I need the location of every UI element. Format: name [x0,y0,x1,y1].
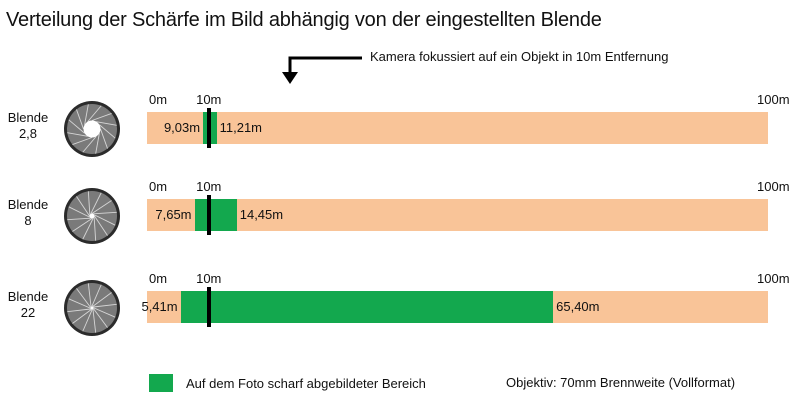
f-number: 2,8 [18,126,38,141]
axis-start-label: 0m [149,179,168,194]
sharp-range-bar [194,199,237,231]
far-limit-label: 11,21m [219,120,263,135]
blende-word: Blende [7,289,49,304]
f-number: 8 [24,213,32,228]
f-number: 22 [20,305,36,320]
aperture-icon [64,280,120,336]
near-limit-label: 7,65m [155,207,192,222]
focus-line [207,287,212,327]
distance-track: 9,03m 11,21m [147,108,768,148]
axis-focus-label: 10m [196,92,222,107]
focus-line [207,108,212,148]
aperture-icon [64,101,120,157]
legend-swatch [149,374,173,392]
blende-label: Blende 22 [0,289,56,321]
near-limit-label: 9,03m [163,120,201,135]
blende-label: Blende 2,8 [0,110,56,142]
distance-track: 5,41m 65,40m [141,287,768,327]
focus-arrow-icon [282,56,362,84]
axis-start-label: 0m [149,92,168,107]
axis-end-label: 100m [757,92,790,107]
aperture-row: Blende 8 0m 10m 100m 7,65m 14,45m [0,178,800,268]
blende-word: Blende [7,197,49,212]
near-limit-label: 5,41m [141,299,178,314]
legend-label: Auf dem Foto scharf abgebildeter Bereich [186,376,426,391]
blende-word: Blende [7,110,49,125]
sharp-range-bar [180,291,554,323]
aperture-row: Blende 22 0m 10m 100m 5,41m 65,40m [0,270,800,360]
page-title: Verteilung der Schärfe im Bild abhängig … [6,9,602,31]
axis-end-label: 100m [757,271,790,286]
focus-line [207,195,212,235]
aperture-icon [64,188,120,244]
lens-note: Objektiv: 70mm Brennweite (Vollformat) [506,375,736,390]
aperture-row: Blende 2,8 0m 10m 100m 9,03m 11,21m [0,91,800,181]
axis-focus-label: 10m [196,271,222,286]
axis-start-label: 0m [149,271,168,286]
blende-label: Blende 8 [0,197,56,229]
focus-annotation: Kamera fokussiert auf ein Objekt in 10m … [370,49,669,64]
far-limit-label: 14,45m [239,207,284,222]
far-limit-label: 65,40m [556,299,600,314]
axis-end-label: 100m [757,179,790,194]
axis-focus-label: 10m [196,179,222,194]
distance-track: 7,65m 14,45m [147,195,768,235]
